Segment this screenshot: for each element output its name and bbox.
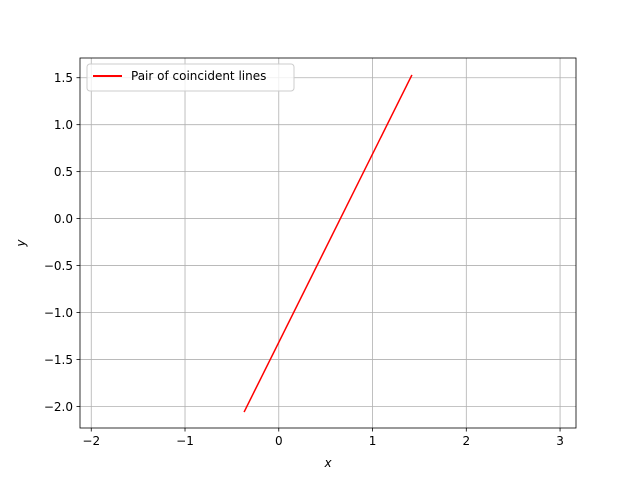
y-axis-ticks: −2.0 −1.5 −1.0 −0.5 0.0 0.5 1.0 1.5 xyxy=(44,71,80,414)
y-axis-label: y xyxy=(14,239,28,248)
y-tick-label: 1.5 xyxy=(54,71,73,85)
legend-box xyxy=(86,63,295,92)
grid xyxy=(80,58,576,428)
y-tick-label: −2.0 xyxy=(44,400,73,414)
x-tick-label: −2 xyxy=(82,434,100,448)
y-tick-label: −1.0 xyxy=(44,306,73,320)
series-line xyxy=(243,74,413,413)
legend: Pair of coincident lines xyxy=(86,63,295,92)
y-tick-label: −0.5 xyxy=(44,259,73,273)
y-tick-label: 0.0 xyxy=(54,212,73,226)
x-axis-ticks: −2 −1 0 1 2 3 xyxy=(82,428,564,448)
plot-frame xyxy=(79,57,577,429)
x-tick-label: 1 xyxy=(369,434,377,448)
x-tick-label: 0 xyxy=(275,434,283,448)
x-tick-label: 3 xyxy=(556,434,564,448)
y-tick-label: −1.5 xyxy=(44,353,73,367)
x-tick-label: −1 xyxy=(176,434,194,448)
y-tick-label: 1.0 xyxy=(54,118,73,132)
legend-label: Pair of coincident lines xyxy=(131,69,266,83)
x-axis-label: x xyxy=(323,456,332,470)
x-tick-label: 2 xyxy=(462,434,470,448)
series-group xyxy=(243,74,413,413)
y-tick-label: 0.5 xyxy=(54,165,73,179)
